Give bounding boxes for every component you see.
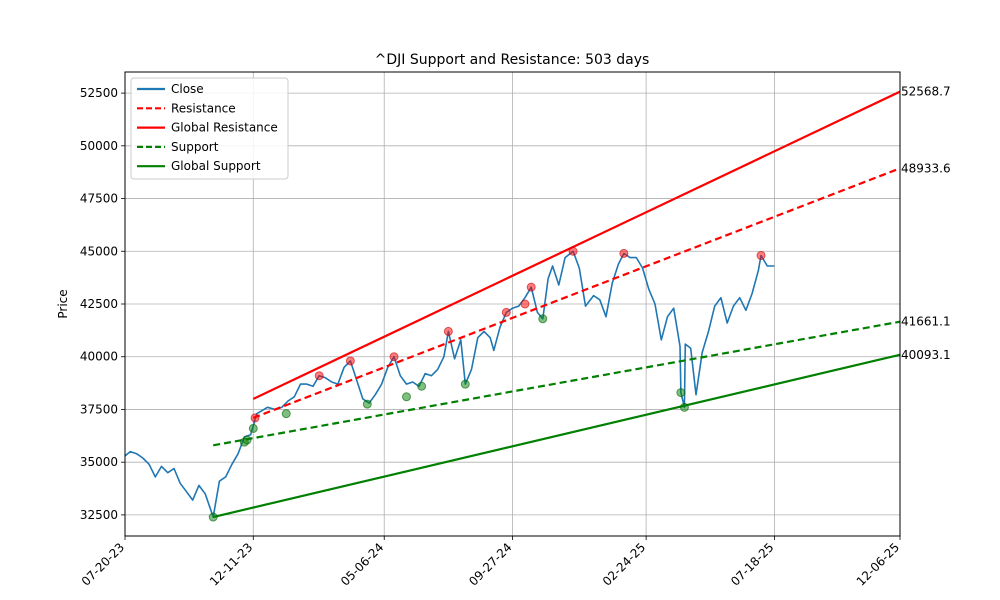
resistance-point xyxy=(568,246,578,256)
support-point xyxy=(417,381,427,391)
y-tick-label: 47500 xyxy=(80,192,118,206)
x-tick-label: 02-24-25 xyxy=(600,540,648,588)
resistance-line-end-label: 48933.6 xyxy=(901,161,951,175)
resistance-point xyxy=(443,326,453,336)
support-point xyxy=(281,409,291,419)
y-tick-label: 37500 xyxy=(80,402,118,416)
y-tick-label: 32500 xyxy=(80,508,118,522)
y-tick-label: 42500 xyxy=(80,297,118,311)
support-point xyxy=(362,399,372,409)
support-point xyxy=(242,435,252,445)
support-point xyxy=(401,392,411,402)
support-point xyxy=(460,379,470,389)
x-tick-label: 09-27-24 xyxy=(466,540,514,588)
support-point xyxy=(676,388,686,398)
y-axis-label: Price xyxy=(56,289,70,318)
support-point xyxy=(208,512,218,522)
x-tick-label: 05-06-24 xyxy=(338,540,386,588)
global-resistance-line xyxy=(252,90,901,400)
resistance-point xyxy=(389,352,399,362)
legend-label: Resistance xyxy=(171,101,236,115)
line-end-labels: 52568.7 48933.6 41661.1 40093.1 xyxy=(901,85,951,362)
y-tick-label: 52500 xyxy=(80,86,118,100)
x-tick-label: 07-20-23 xyxy=(79,540,127,588)
support-line-end-label: 41661.1 xyxy=(901,315,951,329)
support-point xyxy=(248,423,258,433)
resistance-point xyxy=(250,413,260,423)
legend-label: Close xyxy=(171,82,204,96)
resistance-line xyxy=(252,167,901,419)
close-price-line xyxy=(124,250,775,518)
x-tick-label: 12-06-25 xyxy=(854,540,902,588)
support-point xyxy=(538,314,548,324)
legend-label: Support xyxy=(171,140,219,154)
x-tick-label: 12-11-23 xyxy=(207,540,255,588)
global-support-line-end-label: 40093.1 xyxy=(901,348,951,362)
plot-data xyxy=(124,90,901,522)
legend-label: Global Resistance xyxy=(171,121,278,135)
y-tick-label: 40000 xyxy=(80,350,118,364)
y-tick-label: 45000 xyxy=(80,244,118,258)
chart-title: ^DJI Support and Resistance: 503 days xyxy=(375,52,650,68)
x-tick-label: 07-18-25 xyxy=(728,540,776,588)
global-resistance-line-end-label: 52568.7 xyxy=(901,85,951,99)
resistance-point xyxy=(526,282,536,292)
resistance-point xyxy=(756,250,766,260)
y-tick-label: 50000 xyxy=(80,139,118,153)
legend-label: Global Support xyxy=(171,159,261,173)
resistance-point xyxy=(314,371,324,381)
global-support-line xyxy=(212,353,901,519)
resistance-point xyxy=(619,248,629,258)
resistance-point xyxy=(520,299,530,309)
support-line xyxy=(212,320,901,447)
resistance-point xyxy=(501,307,511,317)
y-tick-label: 35000 xyxy=(80,455,118,469)
support-point xyxy=(679,402,689,412)
resistance-point xyxy=(345,356,355,366)
legend: Close Resistance Global Resistance Support G… xyxy=(130,77,289,180)
legend-box xyxy=(130,77,289,180)
